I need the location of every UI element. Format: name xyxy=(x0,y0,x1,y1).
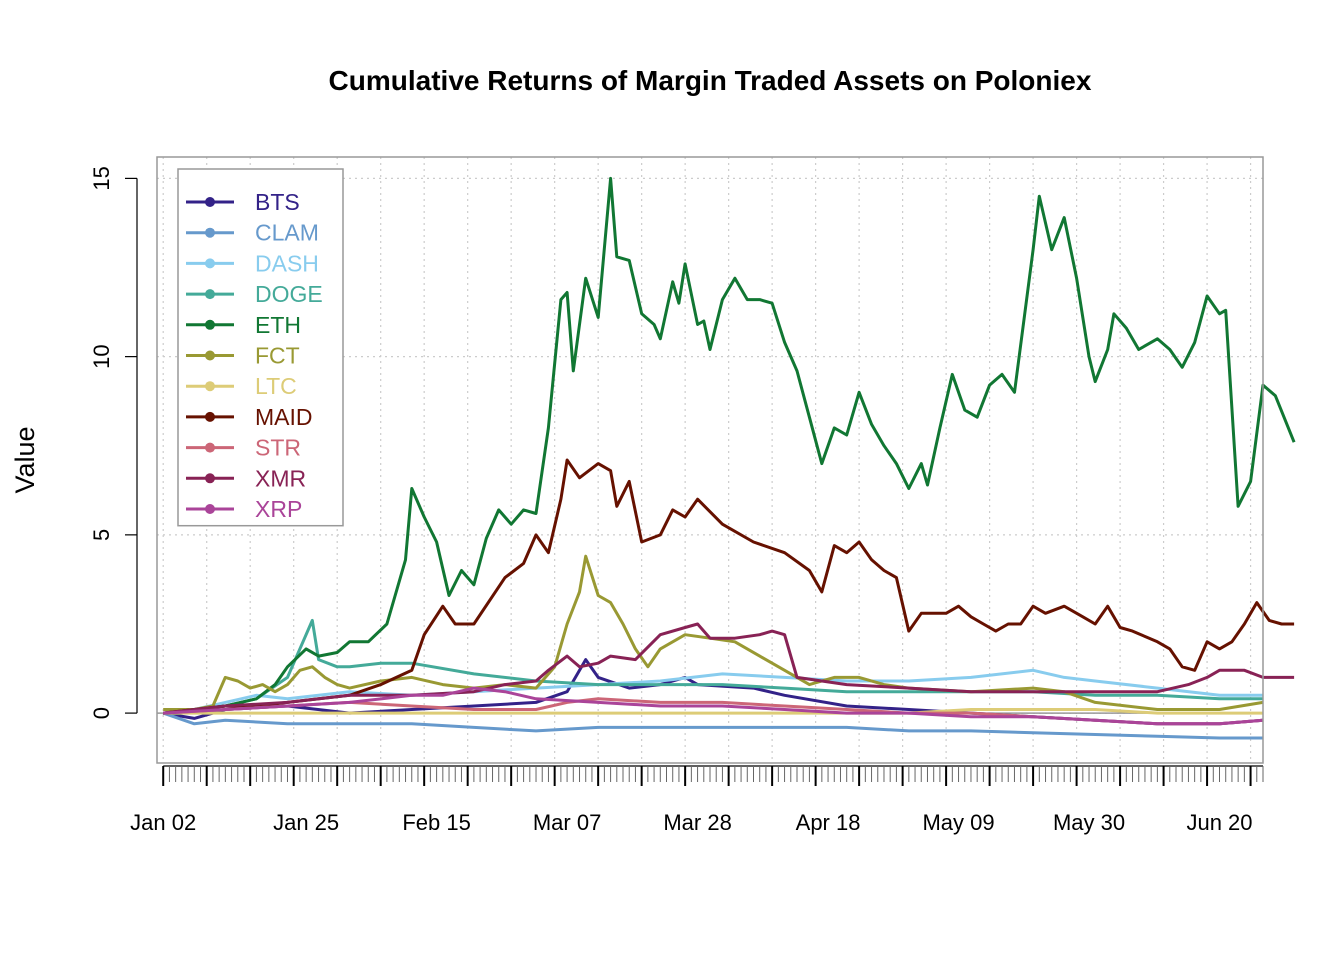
x-tick-label: Jan 25 xyxy=(273,810,339,835)
legend-label-fct: FCT xyxy=(255,343,300,369)
x-tick-label: Jan 02 xyxy=(130,810,196,835)
legend: BTS CLAM DASH DOGE ETH FCT LTC MAID STR XMR XRP xyxy=(177,168,344,527)
series-line-eth xyxy=(163,176,1296,715)
y-tick-label: 0 xyxy=(89,707,114,719)
legend-marker xyxy=(205,504,215,514)
x-tick-label: Feb 15 xyxy=(402,810,471,835)
legend-marker xyxy=(205,319,215,330)
series-line-maid xyxy=(163,458,1295,715)
legend-label-doge: DOGE xyxy=(255,281,323,307)
legend-marker xyxy=(205,350,215,361)
series-lines xyxy=(162,176,1296,740)
legend-label-eth: ETH xyxy=(255,312,301,338)
legend-marker xyxy=(205,289,215,300)
series-line-clam xyxy=(162,711,1263,740)
legend-label-xmr: XMR xyxy=(255,465,306,491)
legend-label-ltc: LTC xyxy=(255,373,297,399)
legend-label-maid: MAID xyxy=(255,404,313,430)
legend-marker xyxy=(205,197,215,207)
legend-marker xyxy=(205,411,215,422)
legend-marker xyxy=(205,258,215,269)
y-tick-label: 10 xyxy=(89,344,114,368)
series-line-xrp xyxy=(163,686,1264,726)
legend-label-str: STR xyxy=(255,435,301,461)
y-axis: 0 5 10 15 xyxy=(89,166,138,719)
series-line-xmr xyxy=(163,622,1295,715)
plot-frame xyxy=(156,156,1264,764)
legend-marker xyxy=(205,381,215,392)
legend-label-bts: BTS xyxy=(255,189,300,215)
legend-marker xyxy=(205,442,215,453)
legend-marker xyxy=(205,227,215,238)
y-axis-title: Value xyxy=(10,426,40,493)
x-tick-label: May 30 xyxy=(1053,810,1125,835)
x-axis: Jan 02 Jan 25 Feb 15 Mar 07 Mar 28 Apr 18 May … xyxy=(130,765,1264,835)
x-tick-label: Mar 28 xyxy=(663,810,731,835)
legend-label-xrp: XRP xyxy=(255,496,302,522)
series-line-dash xyxy=(163,668,1263,715)
legend-box xyxy=(177,168,344,527)
x-tick-label: May 09 xyxy=(922,810,994,835)
chart-title: Cumulative Returns of Margin Traded Asse… xyxy=(329,65,1092,96)
x-tick-label: Mar 07 xyxy=(533,810,601,835)
y-tick-label: 15 xyxy=(89,166,114,190)
y-tick-label: 5 xyxy=(89,529,114,541)
legend-label-dash: DASH xyxy=(255,250,319,276)
legend-marker xyxy=(205,473,215,484)
x-tick-label: Apr 18 xyxy=(796,810,861,835)
x-tick-label: Jun 20 xyxy=(1186,810,1252,835)
legend-label-clam: CLAM xyxy=(255,220,319,246)
